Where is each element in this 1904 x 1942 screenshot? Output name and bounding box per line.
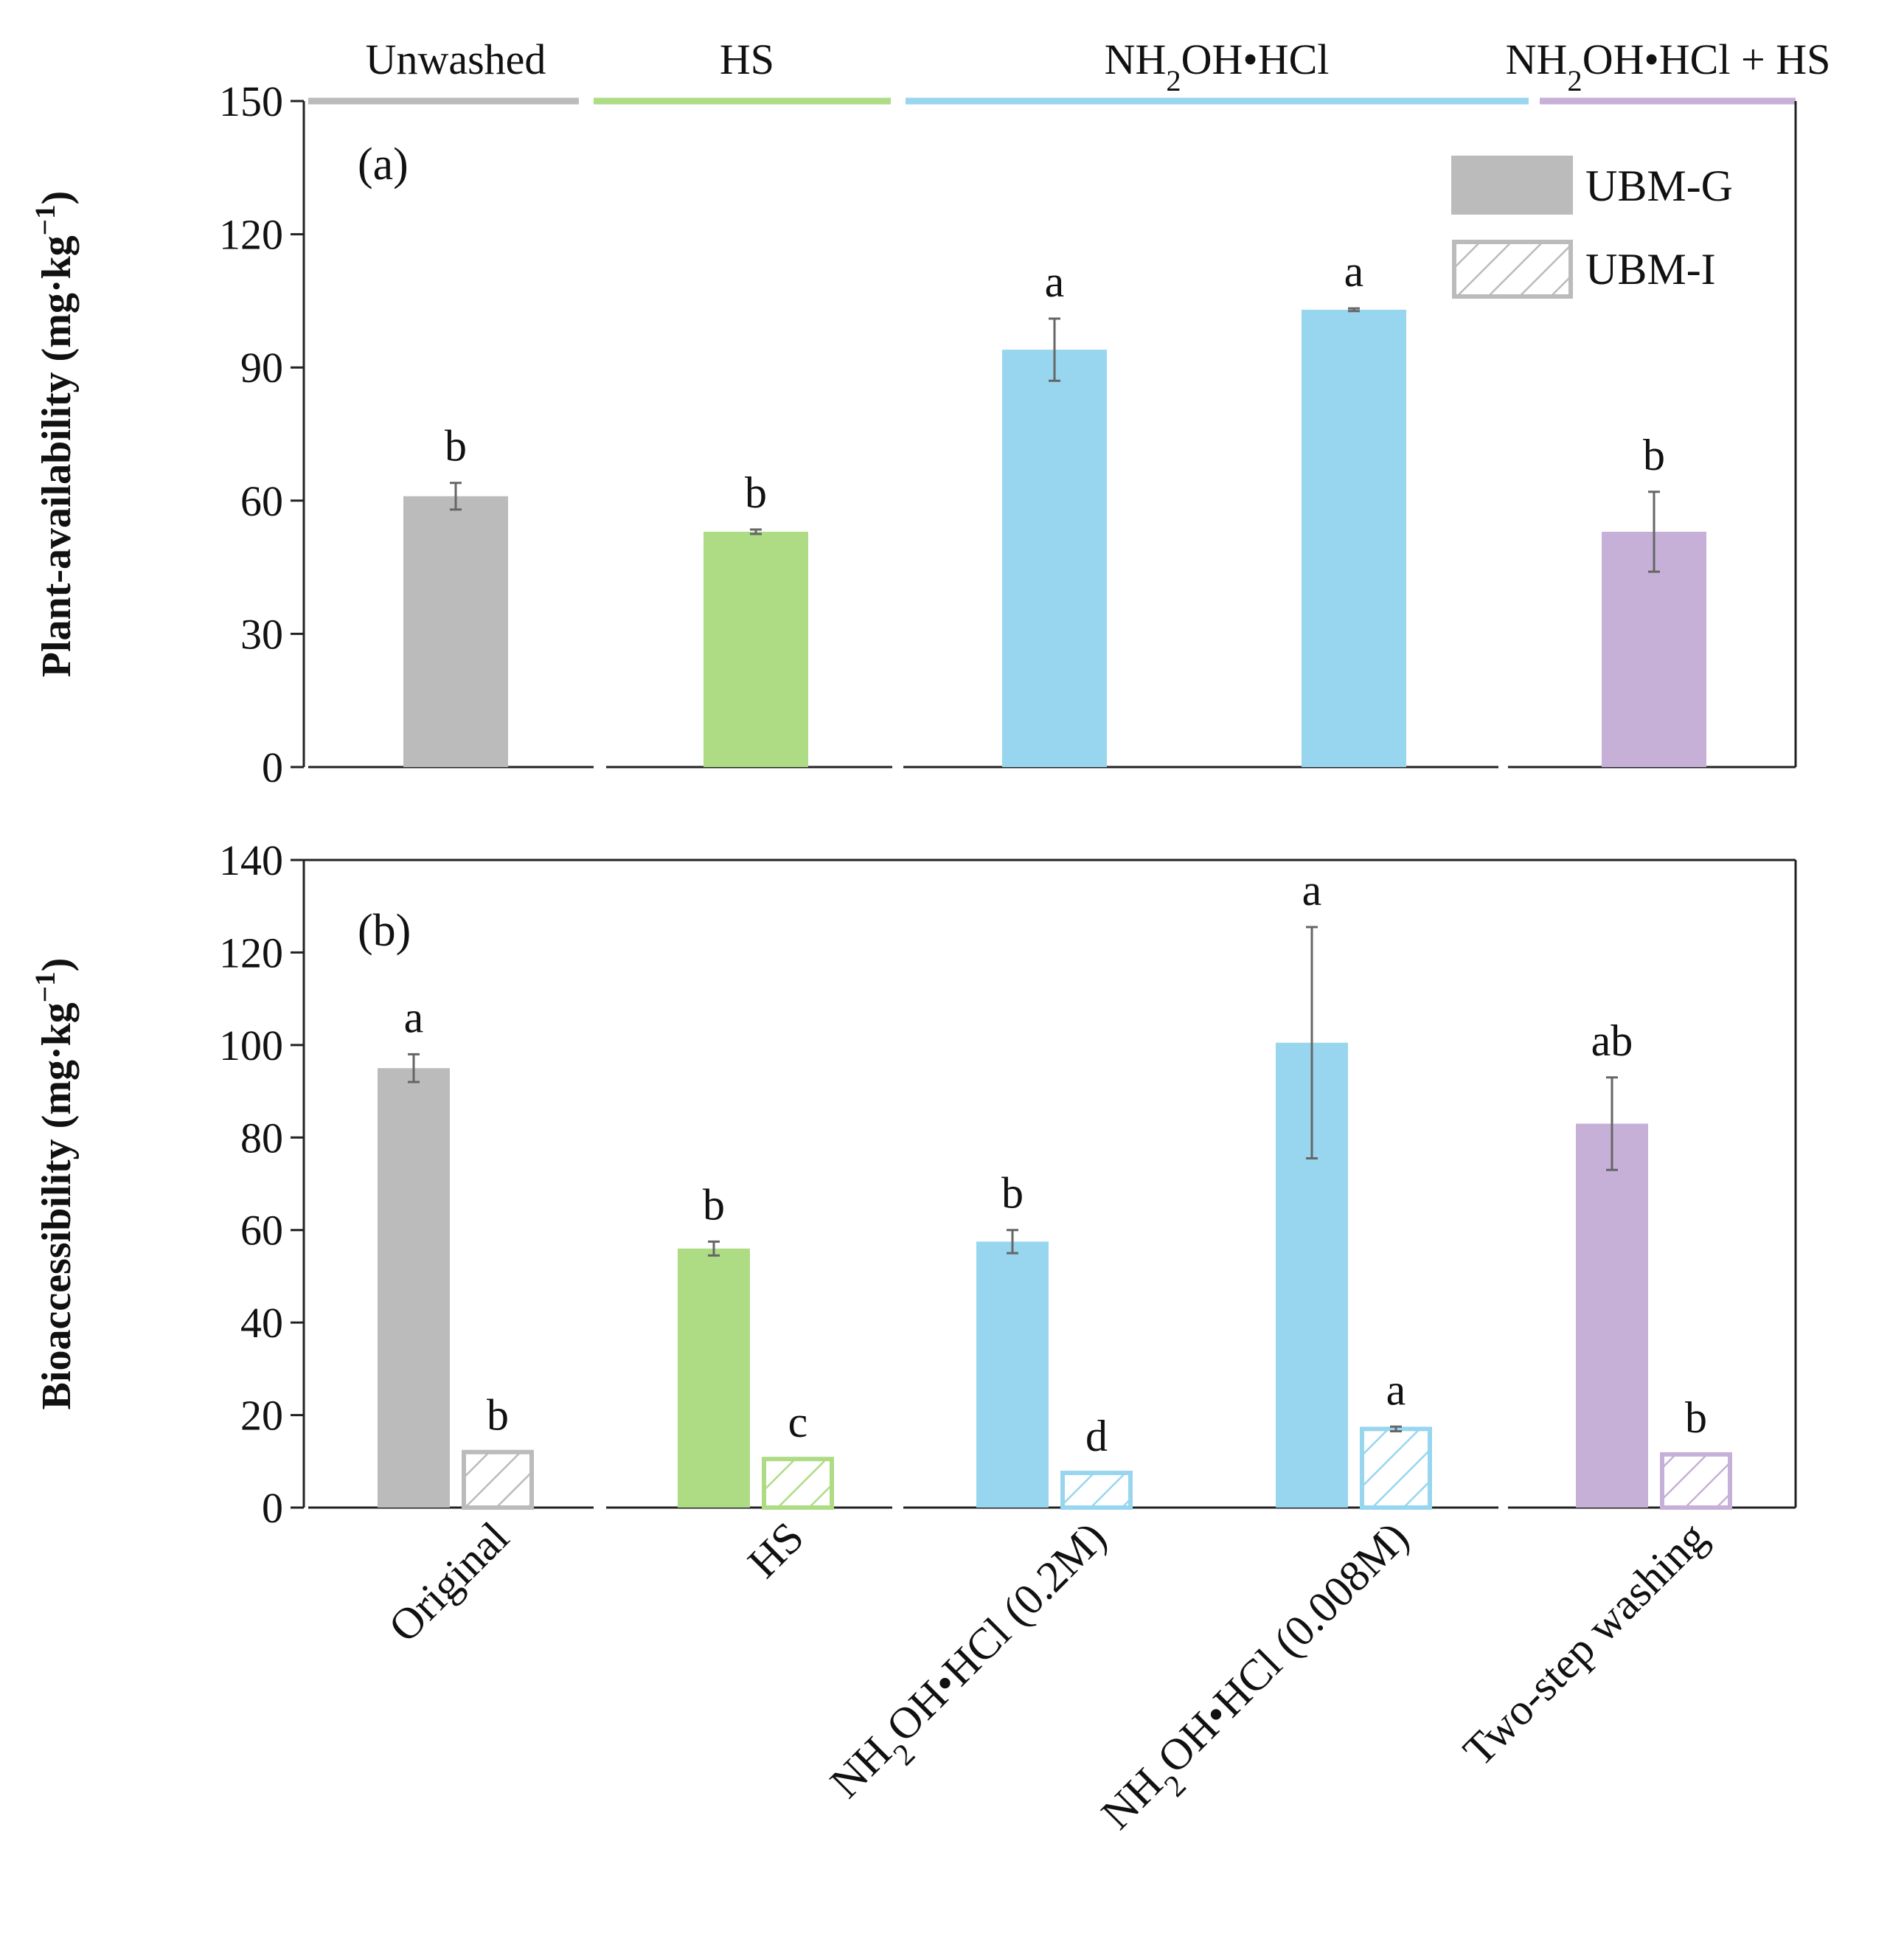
- legend: UBM-G UBM-I: [1451, 156, 1733, 299]
- x-tick-label: Two-step washing: [1454, 1513, 1717, 1775]
- bar-hatched: [1060, 1470, 1133, 1510]
- x-tick-label: Original: [379, 1513, 518, 1651]
- y-tick-label: 140: [219, 836, 283, 884]
- significance-letter: a: [1302, 866, 1322, 915]
- y-tick-label: 0: [262, 743, 283, 791]
- x-tick-label: HS: [739, 1513, 813, 1587]
- bar-hatched: [462, 1449, 534, 1510]
- bar: [403, 496, 508, 767]
- bar: [1302, 309, 1406, 767]
- y-tick-label: 20: [240, 1392, 283, 1440]
- bar-hatched: [1660, 1452, 1732, 1510]
- y-tick-label: 90: [240, 344, 283, 392]
- group-label: Unwashed: [366, 35, 546, 83]
- y-tick-label: 60: [240, 1207, 283, 1255]
- bar: [1002, 350, 1107, 767]
- significance-letter: b: [1001, 1169, 1024, 1218]
- y-tick-label: 150: [219, 77, 283, 125]
- bar: [678, 1248, 750, 1508]
- panel-b: 0 20 40 60 80 100 120 140 (b) Bioaccessibility (m…: [29, 836, 1797, 1532]
- y-tick-label: 80: [240, 1114, 283, 1162]
- group-label: NH2OH•HCl + HS: [1506, 35, 1831, 97]
- group-label: HS: [720, 35, 774, 83]
- significance-letter: a: [1045, 257, 1065, 306]
- x-tick-label: NH2OH•HCl (0.2M): [821, 1513, 1125, 1817]
- significance-letter: b: [1685, 1393, 1707, 1442]
- panel-label: (b): [358, 906, 411, 956]
- legend-swatch-hatched: [1452, 240, 1573, 299]
- significance-letter: a: [1344, 247, 1364, 296]
- bar-hatched: [762, 1457, 834, 1511]
- bar: [976, 1241, 1049, 1508]
- y-axis-label: Plant-availability (mg·kg−1): [29, 191, 80, 678]
- y-axis-label: Bioaccessibility (mg·kg−1): [29, 958, 80, 1410]
- significance-letter: a: [404, 993, 424, 1041]
- bar: [1576, 1123, 1648, 1508]
- significance-letter: a: [1386, 1365, 1406, 1414]
- significance-letter: ab: [1591, 1016, 1633, 1065]
- group-header: Unwashed HS NH2OH•HCl NH2OH•HCl + HS: [308, 35, 1831, 105]
- significance-letter: d: [1085, 1412, 1108, 1460]
- panel-a: 0 30 60 90 120 150 (a) Plant-availability (mg·k…: [29, 77, 1797, 791]
- bar-hatched: [1360, 1426, 1432, 1511]
- bar: [378, 1068, 450, 1508]
- significance-letter: b: [487, 1391, 509, 1440]
- legend-swatch-solid: [1451, 156, 1573, 215]
- legend-label-hatched: UBM-I: [1585, 245, 1716, 294]
- legend-label-solid: UBM-G: [1585, 162, 1733, 210]
- significance-letter: b: [745, 468, 767, 517]
- x-tick-label: NH2OH•HCl (0.008M): [1092, 1513, 1428, 1849]
- y-tick-label: 120: [219, 211, 283, 259]
- y-tick-label: 60: [240, 477, 283, 525]
- y-tick-label: 30: [240, 610, 283, 658]
- y-tick-label: 40: [240, 1299, 283, 1347]
- panel-label: (a): [358, 139, 409, 190]
- y-tick-label: 0: [262, 1484, 283, 1532]
- significance-letter: c: [788, 1398, 808, 1446]
- group-label: NH2OH•HCl: [1105, 35, 1330, 97]
- y-tick-label: 100: [219, 1022, 283, 1069]
- bar: [703, 531, 808, 767]
- significance-letter: b: [1643, 431, 1665, 479]
- significance-letter: b: [703, 1180, 725, 1229]
- y-tick-label: 120: [219, 929, 283, 977]
- significance-letter: b: [445, 422, 467, 471]
